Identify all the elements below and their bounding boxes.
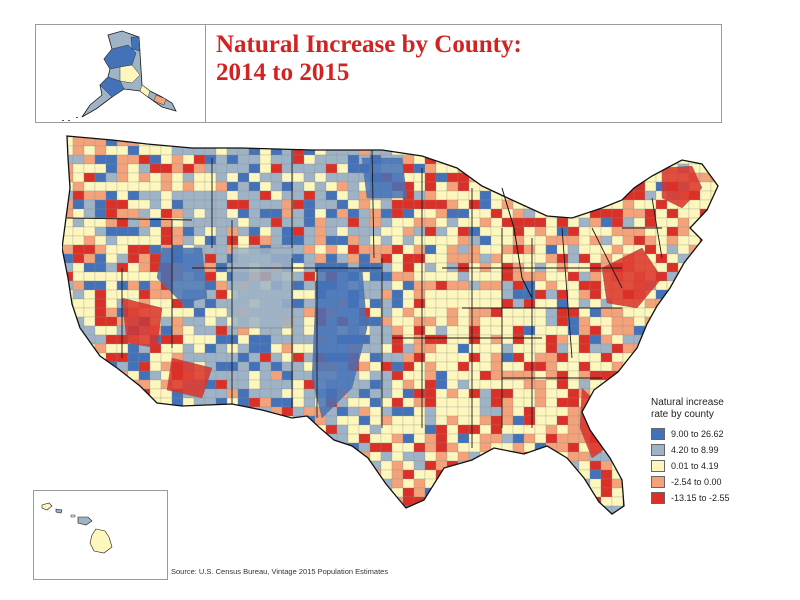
legend-swatch	[651, 475, 665, 488]
alaska-map	[62, 30, 177, 121]
legend-label: 9.00 to 26.62	[671, 428, 724, 439]
hawaii-map	[41, 502, 113, 554]
legend-label: -13.15 to -2.55	[671, 492, 730, 503]
legend-item: -13.15 to -2.55	[651, 490, 751, 505]
map-legend: Natural increase rate by county 9.00 to …	[651, 397, 751, 505]
contiguous-us-map	[62, 128, 732, 523]
legend-item: -2.54 to 0.00	[651, 474, 751, 489]
legend-item: 0.01 to 4.19	[651, 458, 751, 473]
big-island	[89, 528, 113, 554]
legend-item: 9.00 to 26.62	[651, 426, 751, 441]
legend-label: 4.20 to 8.99	[671, 444, 719, 455]
legend-swatch	[651, 427, 665, 440]
great-lakes-shore	[501, 187, 533, 299]
legend-title-line1: Natural increase	[651, 397, 724, 408]
legend-title-line2: rate by county	[651, 409, 714, 420]
alaska-inset	[35, 24, 207, 123]
legend-label: -2.54 to 0.00	[671, 476, 722, 487]
legend-swatch	[651, 491, 665, 504]
map-title-line2: 2014 to 2015	[216, 59, 350, 86]
legend-item: 4.20 to 8.99	[651, 442, 751, 457]
oahu-island	[55, 508, 63, 514]
kauai-island	[41, 502, 53, 511]
state-borders	[66, 149, 663, 448]
legend-swatch	[651, 443, 665, 456]
hawaii-inset	[33, 490, 168, 580]
source-note: Source: U.S. Census Bureau, Vintage 2015…	[171, 567, 389, 576]
legend-label: 0.01 to 4.19	[671, 460, 719, 471]
map-title-line1: Natural Increase by County:	[216, 31, 522, 58]
title-panel: Natural Increase by County: 2014 to 2015	[205, 24, 722, 123]
maui-island	[77, 516, 93, 526]
legend-swatch	[651, 459, 665, 472]
us-outline	[62, 135, 719, 515]
